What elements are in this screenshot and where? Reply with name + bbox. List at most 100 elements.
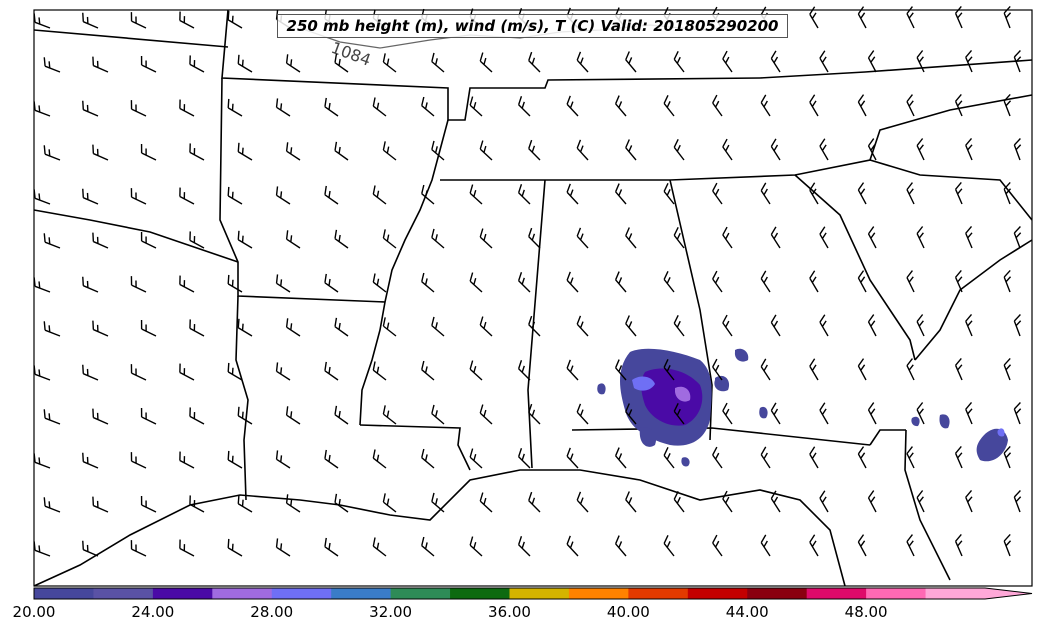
wind-barb <box>82 452 99 469</box>
colorbar-segment <box>34 588 94 599</box>
wind-barb <box>285 494 301 513</box>
wind-barb <box>857 270 867 293</box>
wind-barb <box>1013 49 1022 73</box>
wind-barb <box>625 491 637 513</box>
wind-barb <box>421 184 435 205</box>
wind-barb <box>867 490 877 513</box>
wind-barb <box>43 321 61 337</box>
wind-barb <box>285 406 301 425</box>
wind-barb <box>517 184 531 205</box>
wind-barb <box>722 402 733 425</box>
wind-barb <box>906 182 915 205</box>
wind-barb <box>906 446 915 469</box>
wind-barb <box>372 273 387 293</box>
wind-barb <box>372 537 387 557</box>
wind-barb <box>334 493 349 513</box>
wind-barb <box>857 358 867 381</box>
wind-barb <box>916 490 925 513</box>
wind-barb <box>130 100 147 117</box>
wind-barb <box>179 451 195 469</box>
wind-barb <box>517 536 531 557</box>
colorbar-tick-label: 44.00 <box>725 603 769 621</box>
wind-barb <box>517 360 531 381</box>
wind-barb <box>663 447 675 469</box>
colorbar-segment <box>806 588 867 599</box>
wind-barb <box>324 449 339 469</box>
wind-barb <box>809 446 819 469</box>
wind-barb <box>965 402 973 425</box>
wind-barb <box>809 358 819 381</box>
wind-barb <box>469 184 483 205</box>
wind-barb <box>92 496 109 513</box>
wind-barb <box>189 495 205 513</box>
wind-barb <box>819 402 829 425</box>
wind-barb <box>965 50 973 73</box>
wind-barb <box>916 402 925 425</box>
wind-barb <box>324 185 339 205</box>
wind-barb <box>528 227 541 249</box>
wind-barb <box>1003 533 1012 557</box>
wind-barb <box>906 358 915 381</box>
colorbar-tick-label: 24.00 <box>131 603 175 621</box>
wind-barb <box>576 139 589 161</box>
colorbar-segment <box>509 588 570 599</box>
wind-barb <box>965 138 973 161</box>
wind-barb <box>179 99 195 117</box>
wind-barb <box>179 187 195 205</box>
wind-barb <box>954 6 963 29</box>
wind-barb <box>479 492 493 513</box>
wind-barb <box>916 226 925 249</box>
wind-barb <box>227 98 243 117</box>
wind-barb <box>92 144 109 161</box>
wind-barb <box>528 491 541 513</box>
wind-barb <box>1013 401 1022 425</box>
wind-barb <box>760 358 771 381</box>
wind-barb <box>760 534 771 557</box>
wind-barb <box>819 226 829 249</box>
wind-barb <box>566 535 579 557</box>
wind-barb <box>867 314 877 337</box>
wind-barb <box>954 270 963 293</box>
wind-barb <box>965 314 973 337</box>
wind-barb <box>712 446 723 469</box>
wind-barb <box>576 403 589 425</box>
wind-barb <box>431 228 445 249</box>
wind-barb <box>576 315 589 337</box>
colorbar-tick-label: 28.00 <box>250 603 294 621</box>
wind-barb <box>566 183 579 205</box>
wind-barb <box>954 358 963 381</box>
wind-barb <box>33 365 51 381</box>
wind-barb <box>517 272 531 293</box>
map-title: 250 mb height (m), wind (m/s), T (C) Val… <box>277 14 788 38</box>
wind-barb <box>1013 225 1022 249</box>
wind-barb <box>566 447 579 469</box>
colorbar-tick-label: 36.00 <box>488 603 531 621</box>
wind-barb <box>663 95 675 117</box>
wind-barb <box>285 142 301 161</box>
wind-barb <box>479 52 493 73</box>
wind-barb <box>1003 445 1012 469</box>
wind-barb <box>33 189 51 205</box>
wind-barb <box>625 315 637 337</box>
wind-barb <box>33 453 51 469</box>
wind-barb <box>906 6 915 29</box>
colorbar-tick-label: 40.00 <box>606 603 650 621</box>
wind-barb <box>275 362 291 381</box>
wind-barb <box>722 50 733 73</box>
wind-barb <box>809 534 819 557</box>
wind-barb <box>189 55 205 73</box>
wind-barb <box>528 51 541 73</box>
wind-barb <box>479 404 493 425</box>
wind-barb <box>625 403 637 425</box>
wind-barb <box>770 314 781 337</box>
wind-barb <box>130 276 147 293</box>
wind-barb <box>421 536 435 557</box>
wind-barb <box>1013 489 1022 513</box>
wind-barb <box>140 144 157 161</box>
wind-barb <box>382 229 397 249</box>
colorbar-tick-label: 32.00 <box>369 603 413 621</box>
wind-barb <box>673 138 685 161</box>
wind-barb <box>237 54 253 73</box>
wind-barb <box>275 186 291 205</box>
wind-barb <box>867 138 877 161</box>
